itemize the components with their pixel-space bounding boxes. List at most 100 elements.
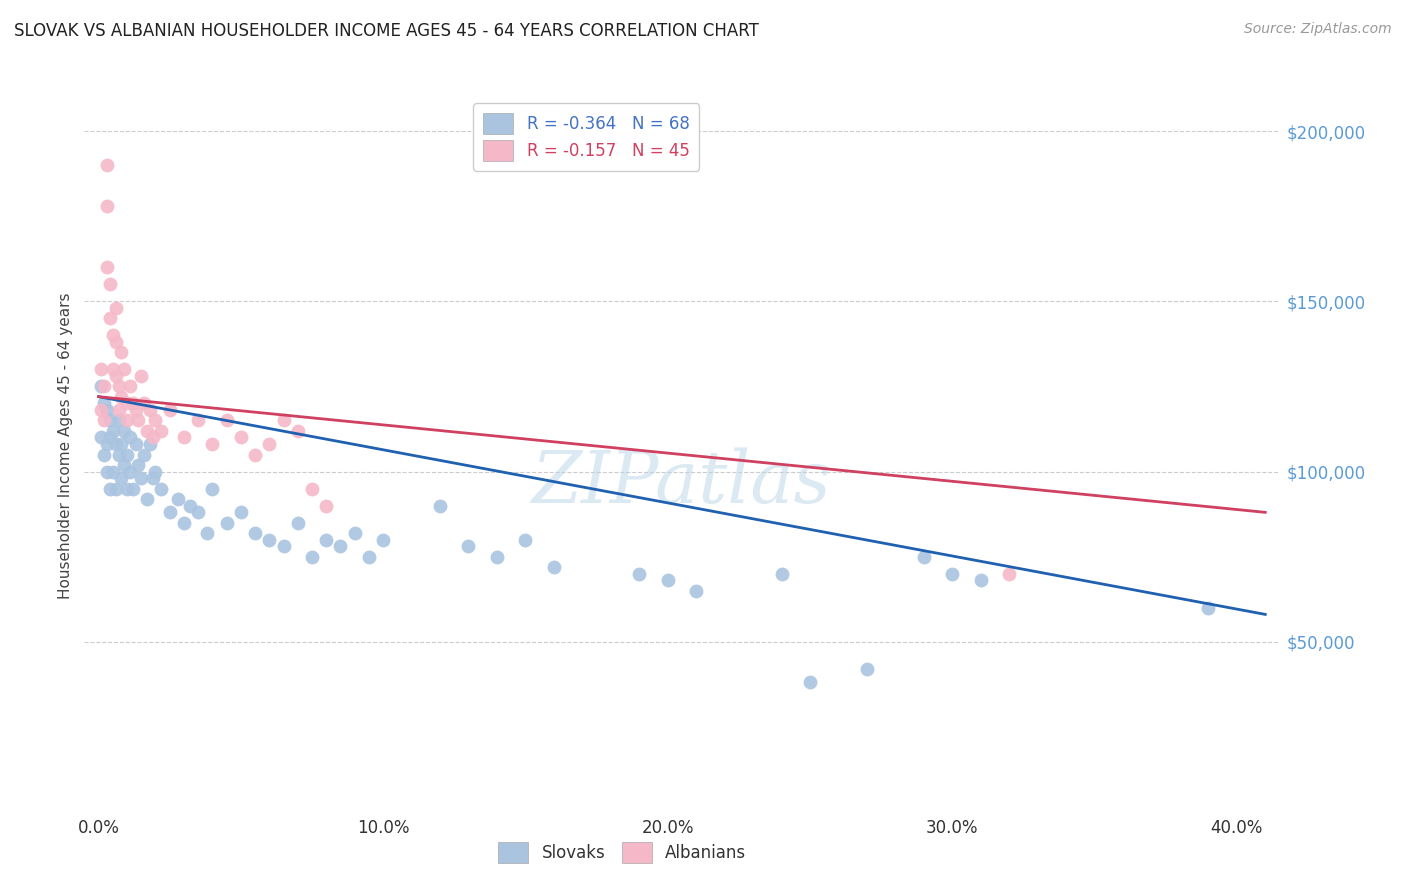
Point xyxy=(104,335,127,350)
Point xyxy=(457,540,479,554)
Point xyxy=(142,471,165,485)
Point xyxy=(145,465,167,479)
Point xyxy=(215,516,238,530)
Point xyxy=(129,369,152,384)
Point xyxy=(90,430,112,444)
Point xyxy=(90,362,112,376)
Point xyxy=(118,430,141,444)
Point xyxy=(93,413,115,427)
Point xyxy=(136,491,159,506)
Point xyxy=(107,413,129,427)
Point xyxy=(101,424,124,438)
Point xyxy=(515,533,537,547)
Point xyxy=(98,413,121,427)
Text: SLOVAK VS ALBANIAN HOUSEHOLDER INCOME AGES 45 - 64 YEARS CORRELATION CHART: SLOVAK VS ALBANIAN HOUSEHOLDER INCOME AG… xyxy=(14,22,759,40)
Point xyxy=(129,471,152,485)
Point xyxy=(657,574,679,588)
Y-axis label: Householder Income Ages 45 - 64 years: Householder Income Ages 45 - 64 years xyxy=(58,293,73,599)
Point xyxy=(941,566,963,581)
Point xyxy=(142,430,165,444)
Point xyxy=(173,516,195,530)
Point xyxy=(150,482,173,496)
Point xyxy=(179,499,201,513)
Point xyxy=(90,379,112,393)
Point xyxy=(115,482,138,496)
Point xyxy=(104,437,127,451)
Point xyxy=(273,540,295,554)
Point xyxy=(98,311,121,326)
Point xyxy=(243,525,266,540)
Point xyxy=(127,458,149,472)
Point xyxy=(127,413,149,427)
Point xyxy=(98,277,121,292)
Point xyxy=(357,549,380,564)
Point xyxy=(856,662,879,676)
Point xyxy=(998,566,1021,581)
Point xyxy=(195,525,218,540)
Point xyxy=(201,437,224,451)
Point xyxy=(229,430,252,444)
Point xyxy=(118,379,141,393)
Point xyxy=(315,533,337,547)
Point xyxy=(543,559,565,574)
Point xyxy=(112,362,135,376)
Point xyxy=(139,403,162,417)
Point xyxy=(110,471,132,485)
Point xyxy=(167,491,190,506)
Point xyxy=(329,540,352,554)
Point xyxy=(104,369,127,384)
Point xyxy=(124,403,146,417)
Point xyxy=(273,413,295,427)
Point xyxy=(115,396,138,410)
Point xyxy=(112,424,135,438)
Point xyxy=(159,403,181,417)
Text: ZIPatlas: ZIPatlas xyxy=(531,447,832,518)
Point xyxy=(912,549,935,564)
Point xyxy=(115,413,138,427)
Point xyxy=(107,403,129,417)
Point xyxy=(301,482,323,496)
Point xyxy=(98,482,121,496)
Point xyxy=(770,566,793,581)
Point xyxy=(287,516,309,530)
Point xyxy=(187,505,209,519)
Point xyxy=(96,199,118,213)
Point xyxy=(229,505,252,519)
Point xyxy=(628,566,651,581)
Point xyxy=(96,437,118,451)
Point xyxy=(112,458,135,472)
Point xyxy=(215,413,238,427)
Legend: Slovaks, Albanians: Slovaks, Albanians xyxy=(491,836,754,869)
Point xyxy=(259,437,281,451)
Point xyxy=(107,379,129,393)
Point xyxy=(243,448,266,462)
Point xyxy=(98,430,121,444)
Point xyxy=(145,413,167,427)
Point xyxy=(970,574,993,588)
Point xyxy=(315,499,337,513)
Point xyxy=(90,403,112,417)
Point xyxy=(136,424,159,438)
Point xyxy=(115,448,138,462)
Point xyxy=(159,505,181,519)
Point xyxy=(371,533,394,547)
Point xyxy=(110,390,132,404)
Point xyxy=(685,583,707,598)
Point xyxy=(139,437,162,451)
Point xyxy=(132,448,156,462)
Point xyxy=(187,413,209,427)
Point xyxy=(287,424,309,438)
Point xyxy=(93,396,115,410)
Point xyxy=(485,549,508,564)
Point xyxy=(104,482,127,496)
Point xyxy=(201,482,224,496)
Point xyxy=(1197,600,1219,615)
Point xyxy=(110,437,132,451)
Point xyxy=(110,345,132,359)
Point xyxy=(96,465,118,479)
Point xyxy=(93,448,115,462)
Point xyxy=(132,396,156,410)
Point xyxy=(121,396,143,410)
Point xyxy=(101,465,124,479)
Text: Source: ZipAtlas.com: Source: ZipAtlas.com xyxy=(1244,22,1392,37)
